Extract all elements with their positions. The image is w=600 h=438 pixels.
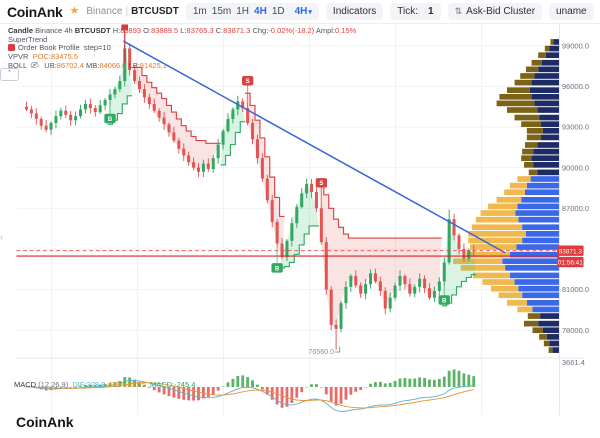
timeframe-1D[interactable]: 1D [271,6,285,17]
tick-label: Tick: [397,6,419,17]
svg-text:90000.0: 90000.0 [562,163,589,172]
svg-text:87000.0: 87000.0 [562,204,589,213]
askbid-cluster-button[interactable]: ⇅ Ask-Bid Cluster [447,3,543,20]
svg-text:78000.0: 78000.0 [562,326,589,335]
svg-text:3661.4: 3661.4 [562,358,585,367]
price-axis-layer: 99000.0 96000.0 93000.0 90000.0 87000.0 81000… [557,41,589,367]
timeframe-group: 1m 15m 1H 4H 1D 4H ▾ [185,3,319,20]
timeframe-4H[interactable]: 4H [254,6,267,17]
pair-separator: | [125,6,129,17]
svg-text:B: B [442,297,447,304]
svg-text:81000.0: 81000.0 [562,285,589,294]
app-logo[interactable]: CoinAnk [7,3,63,20]
timeframe-dropdown[interactable]: 4H ▾ [295,6,312,17]
exchange-label: Binance [86,6,123,17]
svg-text:76560.0: 76560.0 [308,348,334,356]
svg-text:93000.0: 93000.0 [562,123,589,132]
favorite-star-icon[interactable]: ★ [69,5,80,17]
top-navbar: CoinAnk ★ Binance | BTCUSDT 1m 15m 1H 4H 1D … [0,0,600,24]
svg-text:96000.0: 96000.0 [562,82,589,91]
svg-text:B: B [275,265,280,272]
chart-area: B S B S B 99000.0 96000.0 93000.0 90000.0 87000.0… [0,24,600,438]
candles-layer [24,43,476,350]
price-lines-layer [16,250,559,257]
timeframe-15m[interactable]: 15m [211,6,232,17]
svg-text:S: S [319,180,323,187]
timeframe-1m[interactable]: 1m [192,6,207,17]
cluster-icon: ⇅ [454,6,463,16]
tick-control[interactable]: Tick: 1 [390,3,441,20]
askbid-label: Ask-Bid Cluster [466,6,536,17]
chart-canvas[interactable]: B S B S B 99000.0 96000.0 93000.0 90000.0 87000.0… [0,24,600,438]
macd-layer [25,369,476,413]
svg-text:99000.0: 99000.0 [562,41,589,50]
indicators-button[interactable]: Indicators [325,3,384,20]
orderbook-profile-layer [453,39,559,353]
svg-text:83871.3: 83871.3 [559,248,583,255]
svg-text:B: B [108,116,113,123]
collapse-indicators-button[interactable]: ⌃ [0,68,19,81]
tick-value: 1 [428,6,434,17]
supertrend-line-layer [107,66,477,307]
annotations-layer: 76560.0 [308,346,341,356]
chevron-down-icon: ▾ [308,8,312,16]
timeframe-1H[interactable]: 1H [236,6,250,17]
timeframe-dropdown-value: 4H [294,6,308,17]
sidebar-collapse-arrow[interactable]: ‹ [0,232,3,242]
uname-button[interactable]: uname [549,3,594,20]
svg-text:S: S [246,78,250,85]
signal-markers-layer: B S B S B [104,75,450,305]
drawings-layer [121,24,506,254]
svg-text:01:56:41: 01:56:41 [558,260,583,267]
timeframe-items: 1m 15m 1H 4H 1D [193,6,290,17]
symbol-selector[interactable]: Binance | BTCUSDT [86,6,179,17]
symbol-label: BTCUSDT [131,6,179,17]
